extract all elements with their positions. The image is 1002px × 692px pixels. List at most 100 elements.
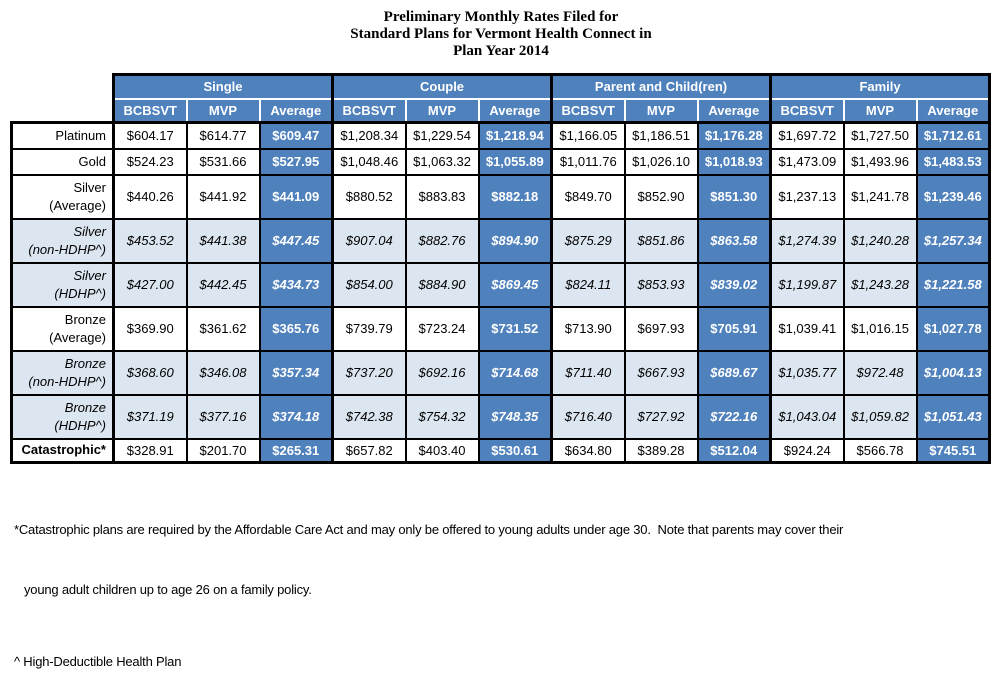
rate-cell: $361.62	[185, 305, 260, 351]
title-line-1: Preliminary Monthly Rates Filed for	[383, 9, 619, 25]
rate-cell: $863.58	[696, 217, 771, 263]
rate-cell: $727.92	[623, 393, 698, 439]
rate-cell: $442.45	[185, 261, 260, 307]
rate-cell: $657.82	[331, 437, 406, 464]
group-header-parent-child: Parent and Child(ren)	[550, 73, 771, 99]
rates-table-container: Single Couple Parent and Child(ren) Fami…	[10, 73, 992, 464]
footnotes: *Catastrophic plans are required by the …	[14, 480, 988, 692]
rate-cell: $1,243.28	[842, 261, 917, 307]
rate-cell: $604.17	[112, 121, 187, 149]
rate-cell: $1,240.28	[842, 217, 917, 263]
row-label: Silver (HDHP^)	[10, 261, 114, 307]
carrier-header-mvp: MVP	[185, 97, 260, 123]
rate-cell: $875.29	[550, 217, 625, 263]
carrier-header-average: Average	[915, 97, 992, 123]
rate-cell: $634.80	[550, 437, 625, 464]
rate-cell: $357.34	[258, 349, 333, 395]
carrier-header-bcbsvt: BCBSVT	[550, 97, 625, 123]
rate-cell: $441.38	[185, 217, 260, 263]
row-label: Bronze (Average)	[10, 305, 114, 351]
rate-cell: $1,004.13	[915, 349, 992, 395]
rate-cell: $1,493.96	[842, 147, 917, 175]
title-line-3: Plan Year 2014	[453, 43, 549, 59]
rate-cell: $265.31	[258, 437, 333, 464]
table-row: Bronze (Average) $369.90 $361.62 $365.76 $73…	[10, 305, 992, 351]
carrier-header-mvp: MVP	[404, 97, 479, 123]
rate-cell: $1,039.41	[769, 305, 844, 351]
rate-cell: $739.79	[331, 305, 406, 351]
rate-cell: $374.18	[258, 393, 333, 439]
rate-cell: $972.48	[842, 349, 917, 395]
rate-cell: $1,241.78	[842, 173, 917, 219]
rate-cell: $754.32	[404, 393, 479, 439]
table-row: Silver (Average) $440.26 $441.92 $441.09 $88…	[10, 173, 992, 219]
rate-cell: $907.04	[331, 217, 406, 263]
rate-cell: $882.18	[477, 173, 552, 219]
rate-cell: $880.52	[331, 173, 406, 219]
rate-cell: $1,035.77	[769, 349, 844, 395]
rate-cell: $1,274.39	[769, 217, 844, 263]
rate-cell: $714.68	[477, 349, 552, 395]
rate-cell: $434.73	[258, 261, 333, 307]
rate-cell: $1,218.94	[477, 121, 552, 149]
rate-cell: $1,712.61	[915, 121, 992, 149]
rate-cell: $1,239.46	[915, 173, 992, 219]
footnote-hdhp: ^ High-Deductible Health Plan	[14, 654, 182, 669]
rate-cell: $1,051.43	[915, 393, 992, 439]
rate-cell: $441.92	[185, 173, 260, 219]
rate-cell: $566.78	[842, 437, 917, 464]
rate-cell: $705.91	[696, 305, 771, 351]
rate-cell: $371.19	[112, 393, 187, 439]
row-label: Catastrophic*	[10, 437, 114, 464]
rate-cell: $713.90	[550, 305, 625, 351]
rate-cell: $849.70	[550, 173, 625, 219]
rate-cell: $869.45	[477, 261, 552, 307]
rate-cell: $1,059.82	[842, 393, 917, 439]
rate-cell: $201.70	[185, 437, 260, 464]
rate-cell: $853.93	[623, 261, 698, 307]
rate-cell: $731.52	[477, 305, 552, 351]
carrier-header-mvp: MVP	[842, 97, 917, 123]
rate-cell: $697.93	[623, 305, 698, 351]
table-row: Gold $524.23 $531.66 $527.95 $1,048.46 $1,063…	[10, 147, 992, 175]
rate-cell: $441.09	[258, 173, 333, 219]
row-label: Silver (non-HDHP^)	[10, 217, 114, 263]
rate-cell: $1,237.13	[769, 173, 844, 219]
rate-cell: $824.11	[550, 261, 625, 307]
rate-cell: $883.83	[404, 173, 479, 219]
rate-cell: $884.90	[404, 261, 479, 307]
carrier-header-mvp: MVP	[623, 97, 698, 123]
rate-cell: $524.23	[112, 147, 187, 175]
rate-cell: $722.16	[696, 393, 771, 439]
carrier-header-row: BCBSVT MVP Average BCBSVT MVP Average BC…	[12, 97, 992, 123]
carrier-header-bcbsvt: BCBSVT	[112, 97, 187, 123]
rate-cell: $667.93	[623, 349, 698, 395]
table-row: Silver (HDHP^) $427.00 $442.45 $434.73 $854.…	[10, 261, 992, 307]
rate-cell: $882.76	[404, 217, 479, 263]
rate-cell: $346.08	[185, 349, 260, 395]
carrier-header-average: Average	[258, 97, 333, 123]
rate-cell: $1,055.89	[477, 147, 552, 175]
carrier-header-bcbsvt: BCBSVT	[331, 97, 406, 123]
rate-cell: $1,027.78	[915, 305, 992, 351]
rates-table: Single Couple Parent and Child(ren) Fami…	[10, 73, 992, 464]
rates-table-body: Platinum $604.17 $614.77 $609.47 $1,208.34 $1…	[10, 121, 992, 464]
table-row: Silver (non-HDHP^) $453.52 $441.38 $447.45 $…	[10, 217, 992, 263]
rate-cell: $742.38	[331, 393, 406, 439]
row-label: Gold	[10, 147, 114, 175]
carrier-header-average: Average	[696, 97, 771, 123]
group-header-family: Family	[769, 73, 992, 99]
carrier-header-bcbsvt: BCBSVT	[769, 97, 844, 123]
rate-cell: $1,221.58	[915, 261, 992, 307]
rate-cell: $1,063.32	[404, 147, 479, 175]
rate-cell: $851.30	[696, 173, 771, 219]
rate-cell: $1,048.46	[331, 147, 406, 175]
rate-cell: $1,199.87	[769, 261, 844, 307]
rate-cell: $1,208.34	[331, 121, 406, 149]
rate-cell: $692.16	[404, 349, 479, 395]
rate-cell: $711.40	[550, 349, 625, 395]
footnote-catastrophic-line2: young adult children up to age 26 on a f…	[24, 582, 312, 597]
rate-cell: $531.66	[185, 147, 260, 175]
row-label: Bronze (non-HDHP^)	[10, 349, 114, 395]
rate-cell: $369.90	[112, 305, 187, 351]
